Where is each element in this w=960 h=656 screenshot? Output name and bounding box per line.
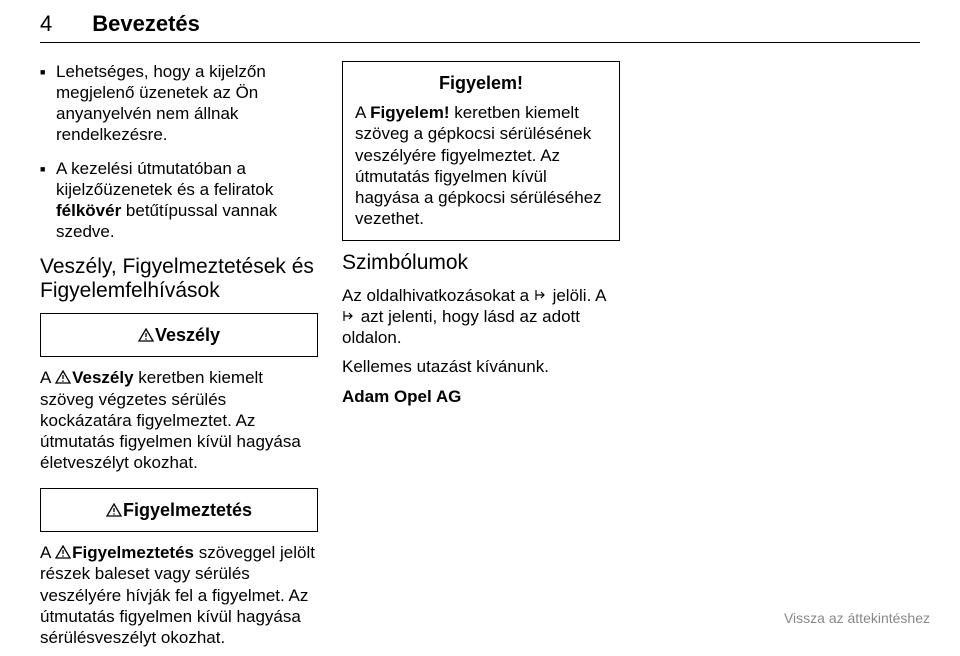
text: azt jelenti, hogy lásd az adott oldalon.: [342, 307, 580, 347]
warning-triangle-icon: [55, 368, 71, 389]
page-ref-icon: [534, 286, 548, 307]
danger-callout: Veszély: [40, 313, 318, 358]
text: Az oldalhivatkozásokat a: [342, 286, 534, 305]
bullet-item: Lehetséges, hogy a kijelzőn megjelenő üz…: [40, 61, 318, 146]
bold-text: Figyelem!: [370, 103, 449, 122]
heading-text: Veszély: [155, 325, 220, 345]
bullet-text: Lehetséges, hogy a kijelzőn megjelenő üz…: [56, 61, 318, 146]
bullet-icon: [40, 158, 56, 243]
danger-body: A Veszély keretben kiemelt szöveg végzet…: [40, 367, 318, 473]
warning-triangle-icon: [106, 500, 122, 523]
bold-text: Veszély: [72, 368, 133, 387]
page-ref-icon: [342, 307, 356, 328]
signature: Adam Opel AG: [342, 386, 620, 407]
column-1: Lehetséges, hogy a kijelzőn megjelenő üz…: [40, 61, 318, 656]
section-title: Veszély, Figyelmeztetések és Figyelemfel…: [40, 255, 318, 303]
text: A: [40, 368, 55, 387]
bullet-text: A kezelési útmutatóban a kijelzőüzenetek…: [56, 158, 318, 243]
warning-body: A Figyelmeztetés szöveggel jelölt részek…: [40, 542, 318, 648]
text: A kezelési útmutatóban a kijelzőüzenetek…: [56, 159, 273, 199]
page-header: 4 Bevezetés: [40, 10, 920, 38]
callout-heading: Figyelmeztetés: [53, 499, 305, 522]
attention-callout: Figyelem! A Figyelem! keretben kiemelt s…: [342, 61, 620, 241]
footer-back-link[interactable]: Vissza az áttekintéshez: [784, 610, 930, 628]
bold-text: Figyelmeztetés: [72, 543, 194, 562]
symbols-title: Szimbólumok: [342, 251, 620, 275]
bullet-icon: [40, 61, 56, 146]
text: A: [40, 543, 55, 562]
warning-triangle-icon: [138, 325, 154, 348]
symbols-body: Az oldalhivatkozásokat a jelöli. A azt j…: [342, 285, 620, 349]
warning-triangle-icon: [55, 543, 71, 564]
callout-heading: Veszély: [53, 324, 305, 347]
attention-body: A Figyelem! keretben kiemelt szöveg a gé…: [355, 102, 607, 230]
page-title: Bevezetés: [92, 10, 200, 38]
page-number: 4: [40, 10, 52, 38]
content-columns: Lehetséges, hogy a kijelzőn megjelenő üz…: [40, 61, 920, 656]
warning-callout: Figyelmeztetés: [40, 488, 318, 533]
header-rule: [40, 42, 920, 43]
text: jelöli. A: [548, 286, 606, 305]
wish-text: Kellemes utazást kívánunk.: [342, 356, 620, 377]
heading-text: Figyelmeztetés: [123, 500, 252, 520]
column-3: [644, 61, 922, 656]
callout-heading: Figyelem!: [355, 72, 607, 95]
bold-text: félkövér: [56, 201, 121, 220]
bullet-item: A kezelési útmutatóban a kijelzőüzenetek…: [40, 158, 318, 243]
text: A: [355, 103, 370, 122]
page: 4 Bevezetés Lehetséges, hogy a kijelzőn …: [0, 0, 960, 656]
column-2: Figyelem! A Figyelem! keretben kiemelt s…: [342, 61, 620, 656]
